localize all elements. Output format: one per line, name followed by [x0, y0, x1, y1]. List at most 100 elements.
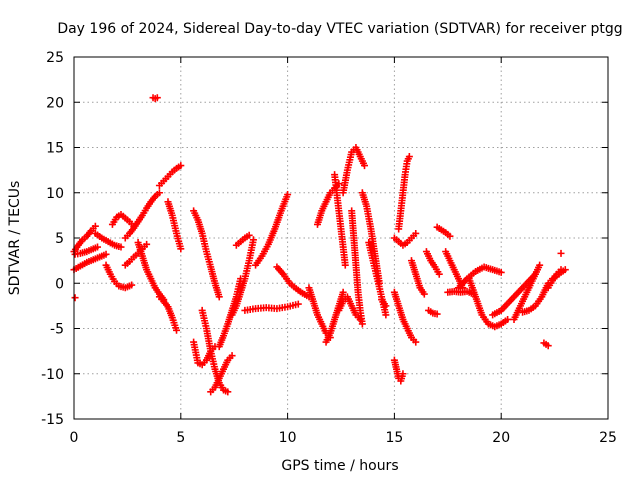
y-axis-label: SDTVAR / TECUs: [7, 181, 23, 296]
data-point: [177, 245, 185, 253]
data-points: [70, 94, 569, 396]
series-arc-37: [390, 229, 420, 249]
data-point: [249, 236, 257, 244]
data-point: [71, 294, 79, 302]
data-point: [557, 249, 565, 257]
data-point: [435, 270, 443, 278]
data-point: [143, 240, 151, 248]
series-arc-18: [207, 352, 236, 396]
series-arc-02: [70, 250, 110, 274]
data-point: [536, 261, 544, 269]
series-arc-47: [489, 270, 539, 319]
series-arc-53: [557, 249, 565, 257]
series-arc-44: [444, 287, 477, 298]
series-arc-01: [70, 222, 99, 256]
x-tick-label: 10: [279, 430, 297, 446]
data-point: [412, 229, 420, 237]
data-point: [284, 191, 292, 199]
series-arc-05: [102, 261, 136, 292]
series-arc-21: [232, 231, 253, 249]
series-arc-15: [190, 207, 223, 301]
data-point: [245, 231, 253, 239]
series-arc-36: [395, 153, 413, 233]
y-tick-label: 0: [55, 276, 64, 292]
data-point: [153, 94, 161, 102]
data-point: [405, 153, 413, 161]
series-arc-30: [339, 144, 368, 197]
series-arc-45: [454, 263, 505, 292]
series-arc-07: [121, 189, 163, 242]
series-arc-27: [322, 288, 347, 346]
data-point: [341, 261, 349, 269]
series-arc-23: [252, 191, 292, 269]
data-point: [561, 266, 569, 274]
series-arc-10: [155, 162, 185, 190]
series-arc-11: [155, 293, 181, 334]
series-arc-52: [540, 339, 552, 350]
x-axis-label: GPS time / hours: [281, 458, 398, 474]
data-point: [128, 281, 136, 289]
data-point: [360, 162, 368, 170]
y-tick-label: -10: [41, 367, 64, 383]
series-arc-03: [71, 243, 101, 258]
series-arc-29: [335, 293, 364, 323]
series-arc-28: [331, 171, 349, 269]
data-point: [91, 222, 99, 230]
series-arc-40: [422, 248, 443, 278]
series-arc-46: [465, 275, 512, 331]
data-point: [294, 300, 302, 308]
data-point: [420, 290, 428, 298]
series-arc-09: [134, 239, 168, 304]
data-point: [504, 315, 512, 323]
series-arc-12: [164, 198, 185, 253]
data-point: [339, 288, 347, 296]
x-tick-label: 20: [492, 430, 510, 446]
data-point: [446, 232, 454, 240]
data-point: [412, 338, 420, 346]
series-arc-42: [433, 223, 454, 240]
chart-title: Day 196 of 2024, Sidereal Day-to-day VTE…: [57, 21, 622, 37]
data-point: [102, 250, 110, 258]
x-tick-label: 25: [599, 430, 617, 446]
y-tick-label: 20: [46, 95, 64, 111]
data-point: [117, 243, 125, 251]
series-arc-35: [390, 356, 407, 385]
series-arc-04: [91, 229, 125, 251]
data-point: [215, 293, 223, 301]
y-tick-label: 10: [46, 186, 64, 202]
series-arc-39: [407, 257, 428, 298]
series-arc-38: [390, 288, 420, 346]
series-arc-48: [510, 261, 544, 323]
series-arc-22: [241, 300, 302, 314]
data-point: [93, 243, 101, 251]
x-tick-label: 15: [385, 430, 403, 446]
data-point: [224, 388, 232, 396]
series-arc-14: [71, 294, 79, 302]
data-point: [544, 342, 552, 350]
data-point: [155, 189, 163, 197]
y-tick-label: 5: [55, 231, 64, 247]
series-arc-20: [228, 236, 257, 319]
data-point: [382, 311, 390, 319]
x-tick-label: 5: [176, 430, 185, 446]
data-point: [497, 268, 505, 276]
series-arc-24: [273, 263, 313, 301]
data-point: [228, 352, 236, 360]
series-arc-17: [198, 306, 232, 396]
series-arc-31: [348, 207, 366, 328]
series-arc-13: [149, 94, 161, 103]
data-point: [399, 370, 407, 378]
y-tick-label: -15: [41, 412, 64, 428]
series-arc-41: [425, 306, 441, 318]
y-tick-label: 25: [46, 50, 64, 66]
data-point: [433, 310, 441, 318]
y-tick-label: -5: [50, 322, 64, 338]
series-arc-26: [314, 180, 343, 228]
data-point: [382, 302, 390, 310]
series-arc-34: [378, 296, 390, 310]
data-point: [358, 320, 366, 328]
x-tick-label: 0: [70, 430, 79, 446]
grid-lines: [74, 57, 608, 419]
series-arc-51: [548, 266, 569, 283]
